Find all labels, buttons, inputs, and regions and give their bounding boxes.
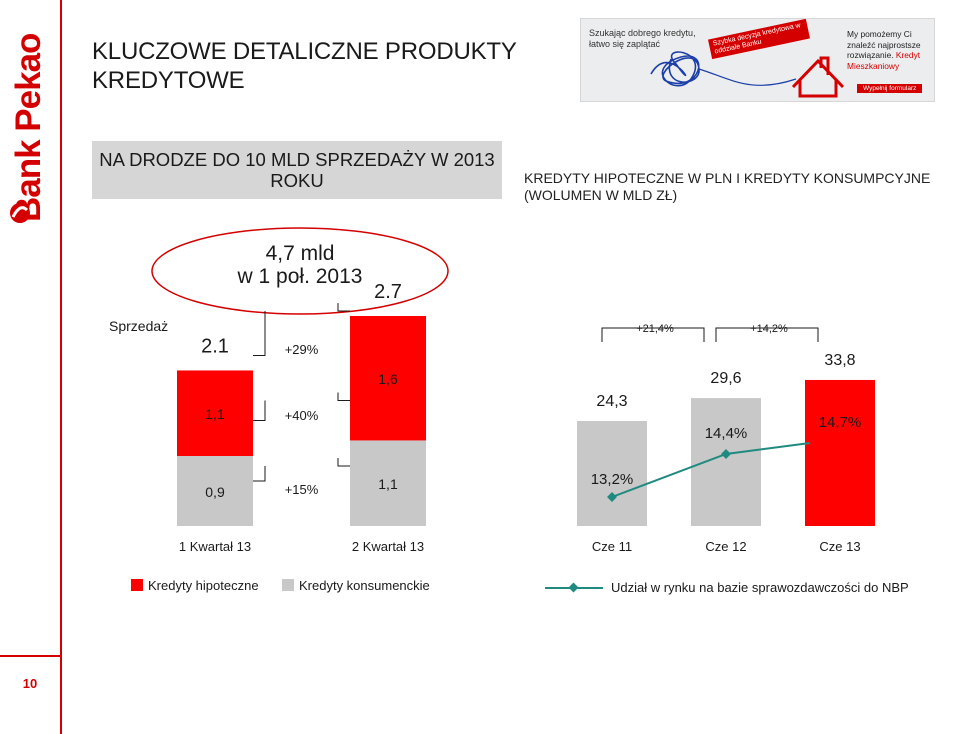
label-volume-2: 33,8 <box>824 352 855 369</box>
label-volume-0: 24,3 <box>596 393 627 410</box>
banner-form-button[interactable]: Wypełnij formularz <box>857 84 923 93</box>
page-number: 10 <box>22 676 38 691</box>
label-consumer-0: 0,9 <box>205 484 225 500</box>
volume-subtitle: KREDYTY HIPOTECZNE W PLN I KREDYTY KONSU… <box>524 170 931 203</box>
growth-total-label: +29% <box>285 342 319 357</box>
bar-volume-1 <box>691 398 761 526</box>
share-point-0 <box>607 492 617 502</box>
growth-volume-bracket-0 <box>601 327 705 342</box>
tangled-thread-illustration <box>650 51 845 98</box>
oval-line-2: w 1 poł. 2013 <box>237 265 363 288</box>
oval-line-1: 4,7 mld <box>265 242 335 265</box>
sales-axis-label: Sprzedaż <box>109 318 168 334</box>
legend-share-line <box>545 582 603 593</box>
legend-consumer-swatch <box>282 579 294 591</box>
bar-volume-2 <box>805 379 875 526</box>
category-label-volume-0: Cze 11 <box>592 539 632 554</box>
label-total-1: 2.7 <box>374 281 402 303</box>
sales-headline-box: NA DRODZE DO 10 MLD SPRZEDAŻY W 2013 ROK… <box>92 141 502 199</box>
banner-right-text: My pomożemy Ci znaleźć najprostsze rozwi… <box>847 29 934 71</box>
legend-share-label: Udział w rynku na bazie sprawozdawczości… <box>611 580 909 595</box>
category-label-volume-1: Cze 12 <box>705 539 746 554</box>
label-mortgage-1: 1,6 <box>378 371 398 387</box>
page-title: KLUCZOWE DETALICZNE PRODUKTY KREDYTOWE <box>92 38 517 94</box>
half-year-sales-callout: 4,7 mld w 1 poł. 2013 <box>150 242 450 288</box>
share-label-1: 14,4% <box>705 425 748 442</box>
bar-consumer-0 <box>177 456 253 526</box>
legend-mortgage-swatch <box>131 579 143 591</box>
banner-right-line2: Kredyt Mieszkaniowy <box>847 50 921 71</box>
brand-sidebar: Bank Pekao <box>0 0 60 734</box>
pekao-symbol-icon <box>10 203 30 223</box>
category-label-volume-2: Cze 13 <box>819 539 860 554</box>
growth-consumer-bracket <box>253 458 350 482</box>
legend-consumer-label: Kredyty konsumenckie <box>299 578 430 593</box>
category-label-1: 2 Kwartał 13 <box>352 539 424 554</box>
label-mortgage-0: 1,1 <box>205 406 225 422</box>
category-label-0: 1 Kwartał 13 <box>179 539 251 554</box>
bar-consumer-1 <box>350 440 426 526</box>
sidebar-divider <box>60 0 62 734</box>
legend-mortgage-label: Kredyty hipoteczne <box>148 578 259 593</box>
label-total-0: 2.1 <box>201 335 229 357</box>
footer-divider <box>0 655 60 657</box>
mortgage-ad-banner: Szukając dobrego kredytu, łatwo się zapl… <box>580 18 935 102</box>
label-volume-1: 29,6 <box>710 370 741 387</box>
share-label-0: 13,2% <box>591 471 634 488</box>
banner-left-text: Szukając dobrego kredytu, łatwo się zapl… <box>589 28 696 49</box>
growth-volume-label-1: +14,2% <box>750 323 788 335</box>
bar-mortgage-1 <box>350 316 426 441</box>
growth-mortgage-bracket <box>253 392 350 421</box>
label-consumer-1: 1,1 <box>378 476 398 492</box>
growth-volume-label-0: +21,4% <box>636 323 674 335</box>
growth-volume-bracket-1 <box>715 327 819 342</box>
brand-wordmark: Bank Pekao <box>9 33 48 222</box>
bar-mortgage-0 <box>177 370 253 456</box>
share-label-2: 14,7% <box>819 414 862 431</box>
share-point-1 <box>721 449 731 459</box>
growth-total-bracket <box>253 303 350 356</box>
bank-pekao-logo: Bank Pekao <box>9 33 48 223</box>
growth-consumer-label: +15% <box>285 482 319 497</box>
banner-right-line1: My pomożemy Ci znaleźć najprostsze rozwi… <box>847 29 921 60</box>
half-year-oval <box>151 227 449 315</box>
growth-mortgage-label: +40% <box>285 408 319 423</box>
bar-volume-0 <box>577 421 647 526</box>
